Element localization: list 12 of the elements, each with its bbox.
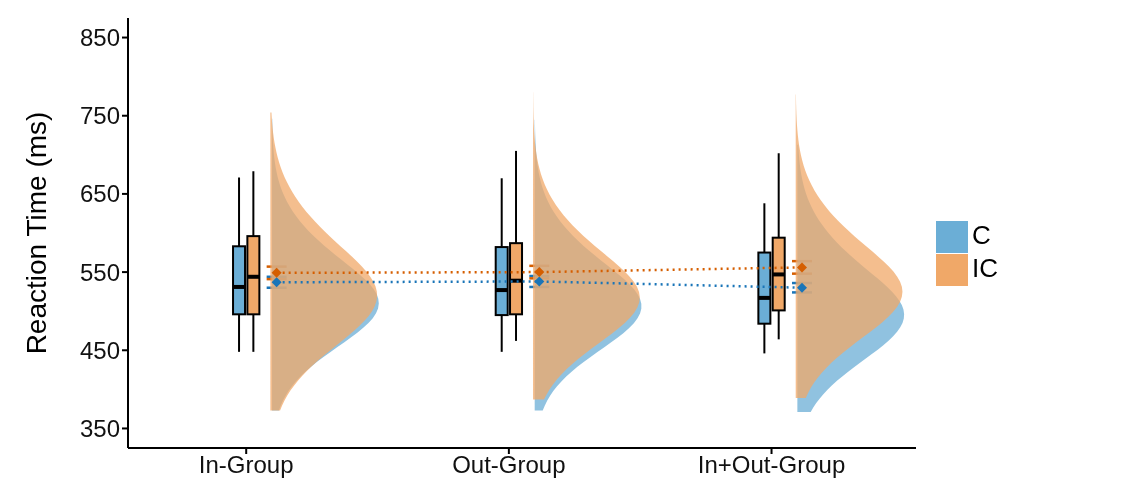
y-tick-label: 550 [79, 258, 120, 286]
x-tick-label: In-Group [198, 451, 294, 479]
y-axis-title: Reaction Time (ms) [20, 111, 52, 355]
x-tick-label: In+Out-Group [697, 451, 846, 479]
legend-label: C [972, 219, 991, 250]
y-tick-label: 750 [79, 102, 120, 130]
legend-label: IC [972, 253, 998, 283]
x-tick-label: Out-Group [452, 451, 566, 479]
y-tick-label: 850 [79, 24, 120, 52]
y-tick-label: 350 [79, 414, 120, 442]
y-tick-label: 450 [79, 336, 120, 364]
y-tick-label: 650 [79, 180, 120, 208]
